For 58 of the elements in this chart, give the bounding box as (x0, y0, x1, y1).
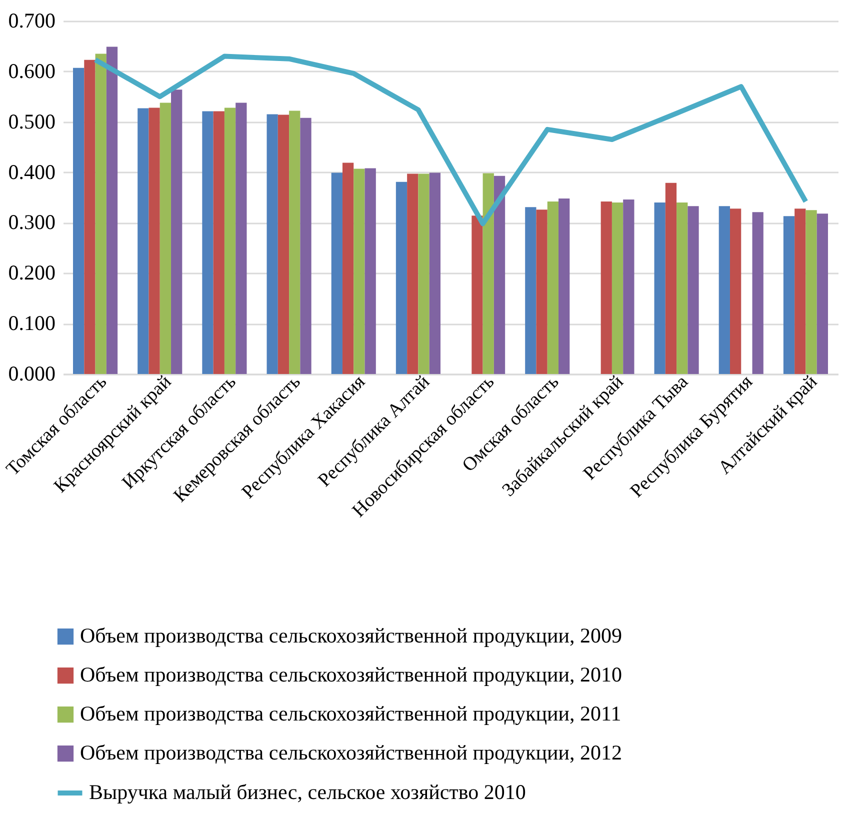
bar (429, 172, 440, 374)
bar (266, 114, 278, 374)
y-tick-label: 0.600 (8, 58, 56, 83)
legend-label: Объем производства сельскохозяйственной продукции, 2011 (80, 702, 622, 726)
bar (300, 118, 312, 374)
bar (547, 202, 559, 374)
bar (806, 210, 817, 374)
bar (224, 108, 236, 374)
bar (95, 54, 106, 374)
bar (494, 176, 506, 374)
bar (600, 202, 612, 374)
bar (783, 216, 795, 374)
bar (84, 60, 96, 374)
legend-label: Объем производства сельскохозяйственной продукции, 2012 (80, 740, 622, 764)
bar (171, 90, 182, 374)
bar (525, 207, 536, 374)
bar (418, 174, 430, 374)
bar (536, 210, 548, 374)
bar (794, 208, 806, 374)
y-tick-label: 0.000 (8, 362, 56, 386)
bar (665, 182, 677, 374)
bar (472, 216, 483, 374)
bar (278, 114, 290, 374)
y-tick-label: 0.100 (8, 311, 56, 336)
legend-label: Объем производства сельскохозяйственной продукции, 2009 (80, 624, 622, 648)
bar (407, 174, 418, 374)
y-tick-label: 0.200 (8, 260, 56, 285)
bar (623, 200, 634, 374)
bar (718, 206, 730, 374)
bar (676, 202, 688, 374)
bar (558, 198, 570, 374)
bar (364, 168, 376, 374)
bar (213, 111, 224, 374)
bar (752, 212, 764, 374)
bar (612, 202, 624, 374)
bar (331, 172, 342, 374)
bar (730, 208, 742, 374)
bar (354, 168, 365, 374)
bar (688, 206, 699, 374)
bar (396, 182, 408, 374)
bar (236, 102, 247, 374)
bar (816, 214, 828, 374)
y-tick-label: 0.400 (8, 160, 56, 184)
y-tick-label: 0.300 (8, 210, 56, 234)
bar (73, 68, 84, 374)
bar (289, 110, 300, 374)
y-tick-label: 0.500 (8, 109, 56, 134)
bar (106, 46, 118, 374)
legend-label: Выручка малый бизнес, сельское хозяйство 2010 (89, 780, 526, 804)
bar (202, 111, 214, 374)
bar (148, 108, 160, 374)
y-tick-label: 0.700 (8, 8, 56, 32)
bar (482, 173, 494, 374)
legend-label: Объем производства сельскохозяйственной продукции, 2010 (80, 662, 622, 686)
bar (654, 202, 666, 374)
bar (342, 162, 354, 374)
bar (138, 108, 149, 374)
bar (160, 102, 172, 374)
